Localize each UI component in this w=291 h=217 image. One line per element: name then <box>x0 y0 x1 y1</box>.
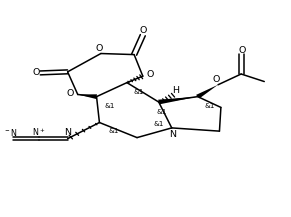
Polygon shape <box>78 94 97 99</box>
Text: O: O <box>67 89 74 98</box>
Text: &1: &1 <box>109 128 119 134</box>
Text: N: N <box>64 128 71 137</box>
Text: &1: &1 <box>205 103 215 109</box>
Text: N$^+$: N$^+$ <box>32 126 45 138</box>
Text: &1: &1 <box>154 121 164 127</box>
Text: $^-$N: $^-$N <box>3 127 17 138</box>
Text: H: H <box>173 86 180 95</box>
Text: O: O <box>146 69 154 79</box>
Text: &1: &1 <box>157 109 167 115</box>
Text: O: O <box>213 75 220 84</box>
Text: O: O <box>239 46 246 55</box>
Text: &1: &1 <box>104 103 115 109</box>
Text: O: O <box>139 26 146 35</box>
Polygon shape <box>196 85 218 98</box>
Text: O: O <box>32 68 40 77</box>
Text: N: N <box>169 130 176 139</box>
Text: &1: &1 <box>133 89 144 95</box>
Text: O: O <box>96 44 103 53</box>
Polygon shape <box>158 97 198 104</box>
